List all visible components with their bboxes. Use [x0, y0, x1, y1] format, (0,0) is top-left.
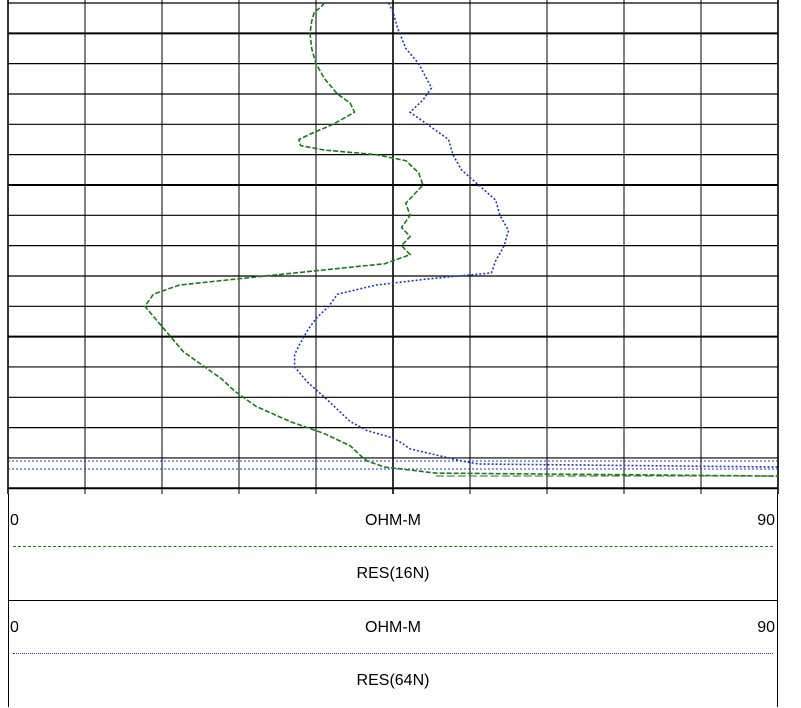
scale-min-label: 0 [10, 619, 19, 636]
unit-label: OHM-M [365, 512, 421, 529]
scale-row-res64n: 0 OHM-M 90 [9, 601, 777, 653]
legend-line-res16n [13, 546, 773, 547]
curve-name-row-res16n: RES(16N) [9, 547, 777, 599]
series-line-res16n [143, 2, 779, 477]
log-track [7, 0, 779, 494]
scale-min-label: 0 [10, 512, 19, 529]
grid [7, 0, 779, 494]
curves [143, 2, 779, 477]
header-res16n: 0 OHM-M 90 RES(16N) [8, 494, 778, 600]
curve-name-res16n: RES(16N) [356, 565, 430, 582]
scale-max-label: 90 [757, 512, 775, 529]
curve-name-res64n: RES(64N) [356, 672, 430, 689]
scale-row-res16n: 0 OHM-M 90 [9, 494, 777, 546]
scale-max-label: 90 [757, 619, 775, 636]
legend-line-res64n [13, 653, 773, 654]
unit-label: OHM-M [365, 619, 421, 636]
header-res64n: 0 OHM-M 90 RES(64N) [8, 601, 778, 707]
curve-name-row-res64n: RES(64N) [9, 654, 777, 706]
header-separator [8, 600, 778, 601]
series-line-res64n [293, 2, 779, 468]
